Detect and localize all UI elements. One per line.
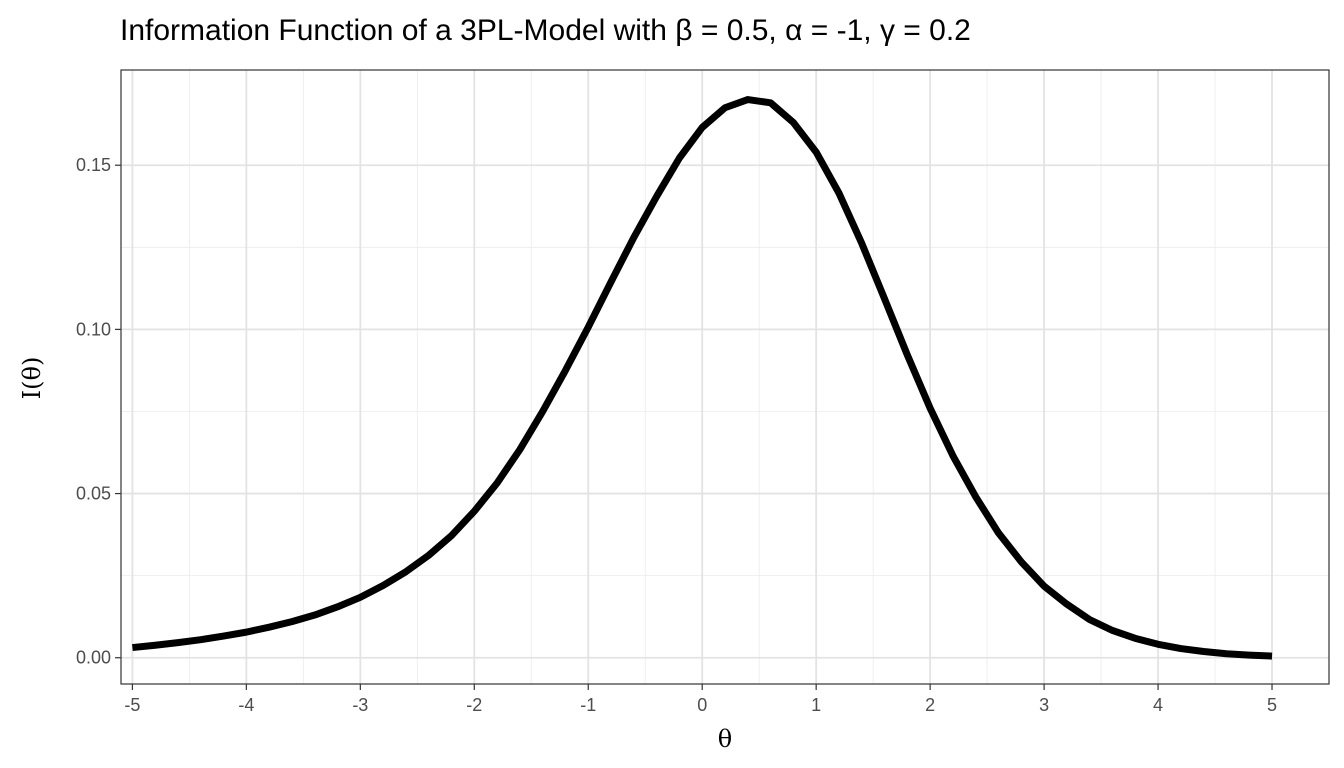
plot-panel [120,69,1330,685]
x-tick-label: -1 [580,695,596,715]
x-tick-label: 5 [1267,695,1277,715]
panel-background [121,70,1329,684]
x-tick-label: 3 [1039,695,1049,715]
x-tick-label: -5 [124,695,140,715]
x-tick-label: 1 [811,695,821,715]
x-axis-title: θ [718,725,732,753]
series-line [132,96,1273,660]
x-tick-label: -4 [238,695,254,715]
y-tick-label: 0.15 [76,155,111,175]
x-tick-label: 4 [1153,695,1163,715]
y-axis: 0.00 0.05 0.10 0.15 [76,155,121,668]
x-tick-label: -3 [352,695,368,715]
y-tick-label: 0.00 [76,648,111,668]
chart-title: Information Function of a 3PL-Model with… [120,14,971,47]
x-tick-label: -2 [466,695,482,715]
x-tick-label: 2 [925,695,935,715]
x-tick-label: 0 [697,695,707,715]
series-layer [132,96,1273,660]
x-axis: -5 -4 -3 -2 -1 0 1 2 3 4 5 [124,684,1277,715]
y-tick-label: 0.10 [76,319,111,339]
minor-grid [121,70,1329,684]
y-tick-label: 0.05 [76,484,111,504]
panel-border [120,69,1330,685]
y-axis-title: I(θ) [18,357,46,400]
